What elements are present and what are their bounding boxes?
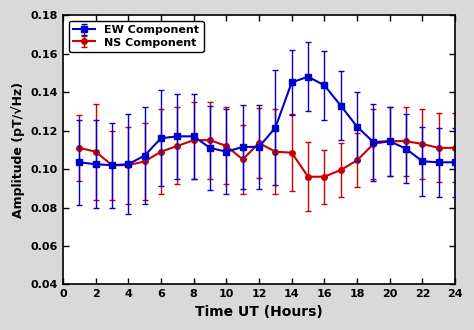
Legend: EW Component, NS Component: EW Component, NS Component [69, 21, 203, 52]
X-axis label: Time UT (Hours): Time UT (Hours) [195, 305, 323, 319]
Y-axis label: Amplitude (pT/√Hz): Amplitude (pT/√Hz) [11, 82, 25, 218]
